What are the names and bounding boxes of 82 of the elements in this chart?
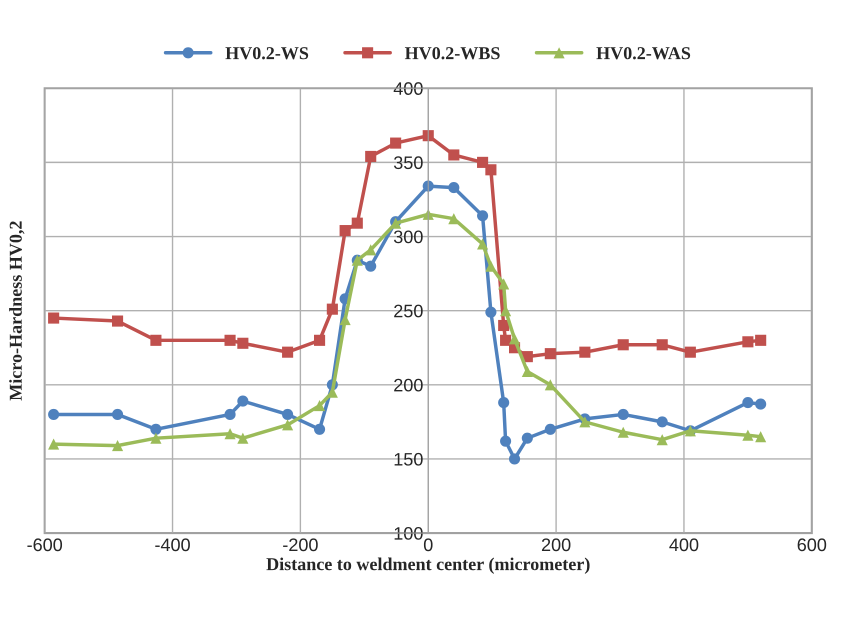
- point: [314, 400, 326, 412]
- point: [448, 213, 460, 224]
- point: [755, 431, 766, 442]
- point: [522, 366, 533, 378]
- point: [237, 396, 248, 407]
- point: [390, 138, 402, 149]
- point: [684, 346, 696, 358]
- point: [522, 432, 533, 444]
- point: [579, 346, 590, 358]
- point: [237, 338, 248, 349]
- y-tick-label: 400: [394, 82, 423, 95]
- point: [365, 244, 376, 256]
- point: [365, 260, 376, 272]
- x-tick-label: -400: [155, 538, 190, 552]
- y-axis-title: Micro-Hardness HV0,2: [9, 221, 24, 400]
- point: [237, 432, 248, 444]
- point: [150, 432, 162, 444]
- point: [500, 334, 512, 346]
- point: [485, 260, 496, 272]
- point: [498, 320, 510, 332]
- point: [112, 408, 124, 420]
- point: [150, 334, 162, 346]
- point: [48, 438, 60, 450]
- point: [477, 210, 488, 222]
- legend-label: HV0.2-WBS: [404, 47, 500, 60]
- point: [477, 238, 488, 250]
- y-tick-label: 300: [394, 230, 423, 244]
- point: [48, 408, 60, 420]
- point: [224, 428, 236, 440]
- point: [755, 334, 766, 346]
- point: [150, 424, 162, 435]
- point: [656, 416, 668, 428]
- point: [742, 430, 754, 441]
- point: [544, 348, 556, 360]
- point: [618, 408, 629, 420]
- y-tick-label: 150: [394, 452, 423, 466]
- point: [224, 334, 236, 346]
- point: [656, 434, 668, 446]
- point: [742, 397, 754, 408]
- point: [48, 312, 60, 324]
- point: [618, 426, 629, 438]
- point: [282, 408, 294, 420]
- x-tick-label: 400: [669, 538, 698, 552]
- y-tick-label: 250: [394, 304, 423, 318]
- legend-label: HV0.2-WAS: [596, 47, 690, 60]
- point: [326, 304, 338, 315]
- point: [656, 339, 668, 350]
- point: [340, 225, 351, 236]
- point: [500, 436, 512, 447]
- x-tick-label: -200: [283, 538, 318, 552]
- point: [352, 218, 363, 229]
- x-axis-title: Distance to weldment center (micrometer): [266, 558, 590, 574]
- point: [282, 346, 294, 358]
- point: [485, 306, 496, 318]
- point: [340, 314, 351, 326]
- legend-label: HV0.2-WS: [225, 47, 308, 60]
- point: [112, 440, 124, 452]
- point: [498, 278, 510, 290]
- x-tick-label: -600: [27, 538, 62, 552]
- point: [365, 150, 376, 162]
- x-tick-label: 200: [542, 538, 570, 552]
- point: [314, 424, 326, 435]
- point: [508, 453, 520, 464]
- point: [224, 408, 236, 420]
- y-tick-label: 350: [394, 156, 423, 170]
- point: [112, 315, 124, 327]
- point: [544, 424, 556, 435]
- point: [742, 336, 754, 348]
- point: [477, 156, 488, 168]
- x-tick-label: 0: [424, 538, 433, 552]
- point: [314, 334, 326, 346]
- point: [282, 419, 294, 430]
- point: [448, 149, 460, 161]
- point: [579, 416, 590, 428]
- point: [618, 339, 629, 350]
- point: [508, 333, 520, 344]
- y-tick-label: 200: [394, 378, 423, 392]
- x-tick-label: 600: [798, 538, 826, 552]
- point: [498, 397, 510, 408]
- point: [448, 182, 460, 194]
- point: [485, 164, 496, 176]
- point: [755, 398, 766, 410]
